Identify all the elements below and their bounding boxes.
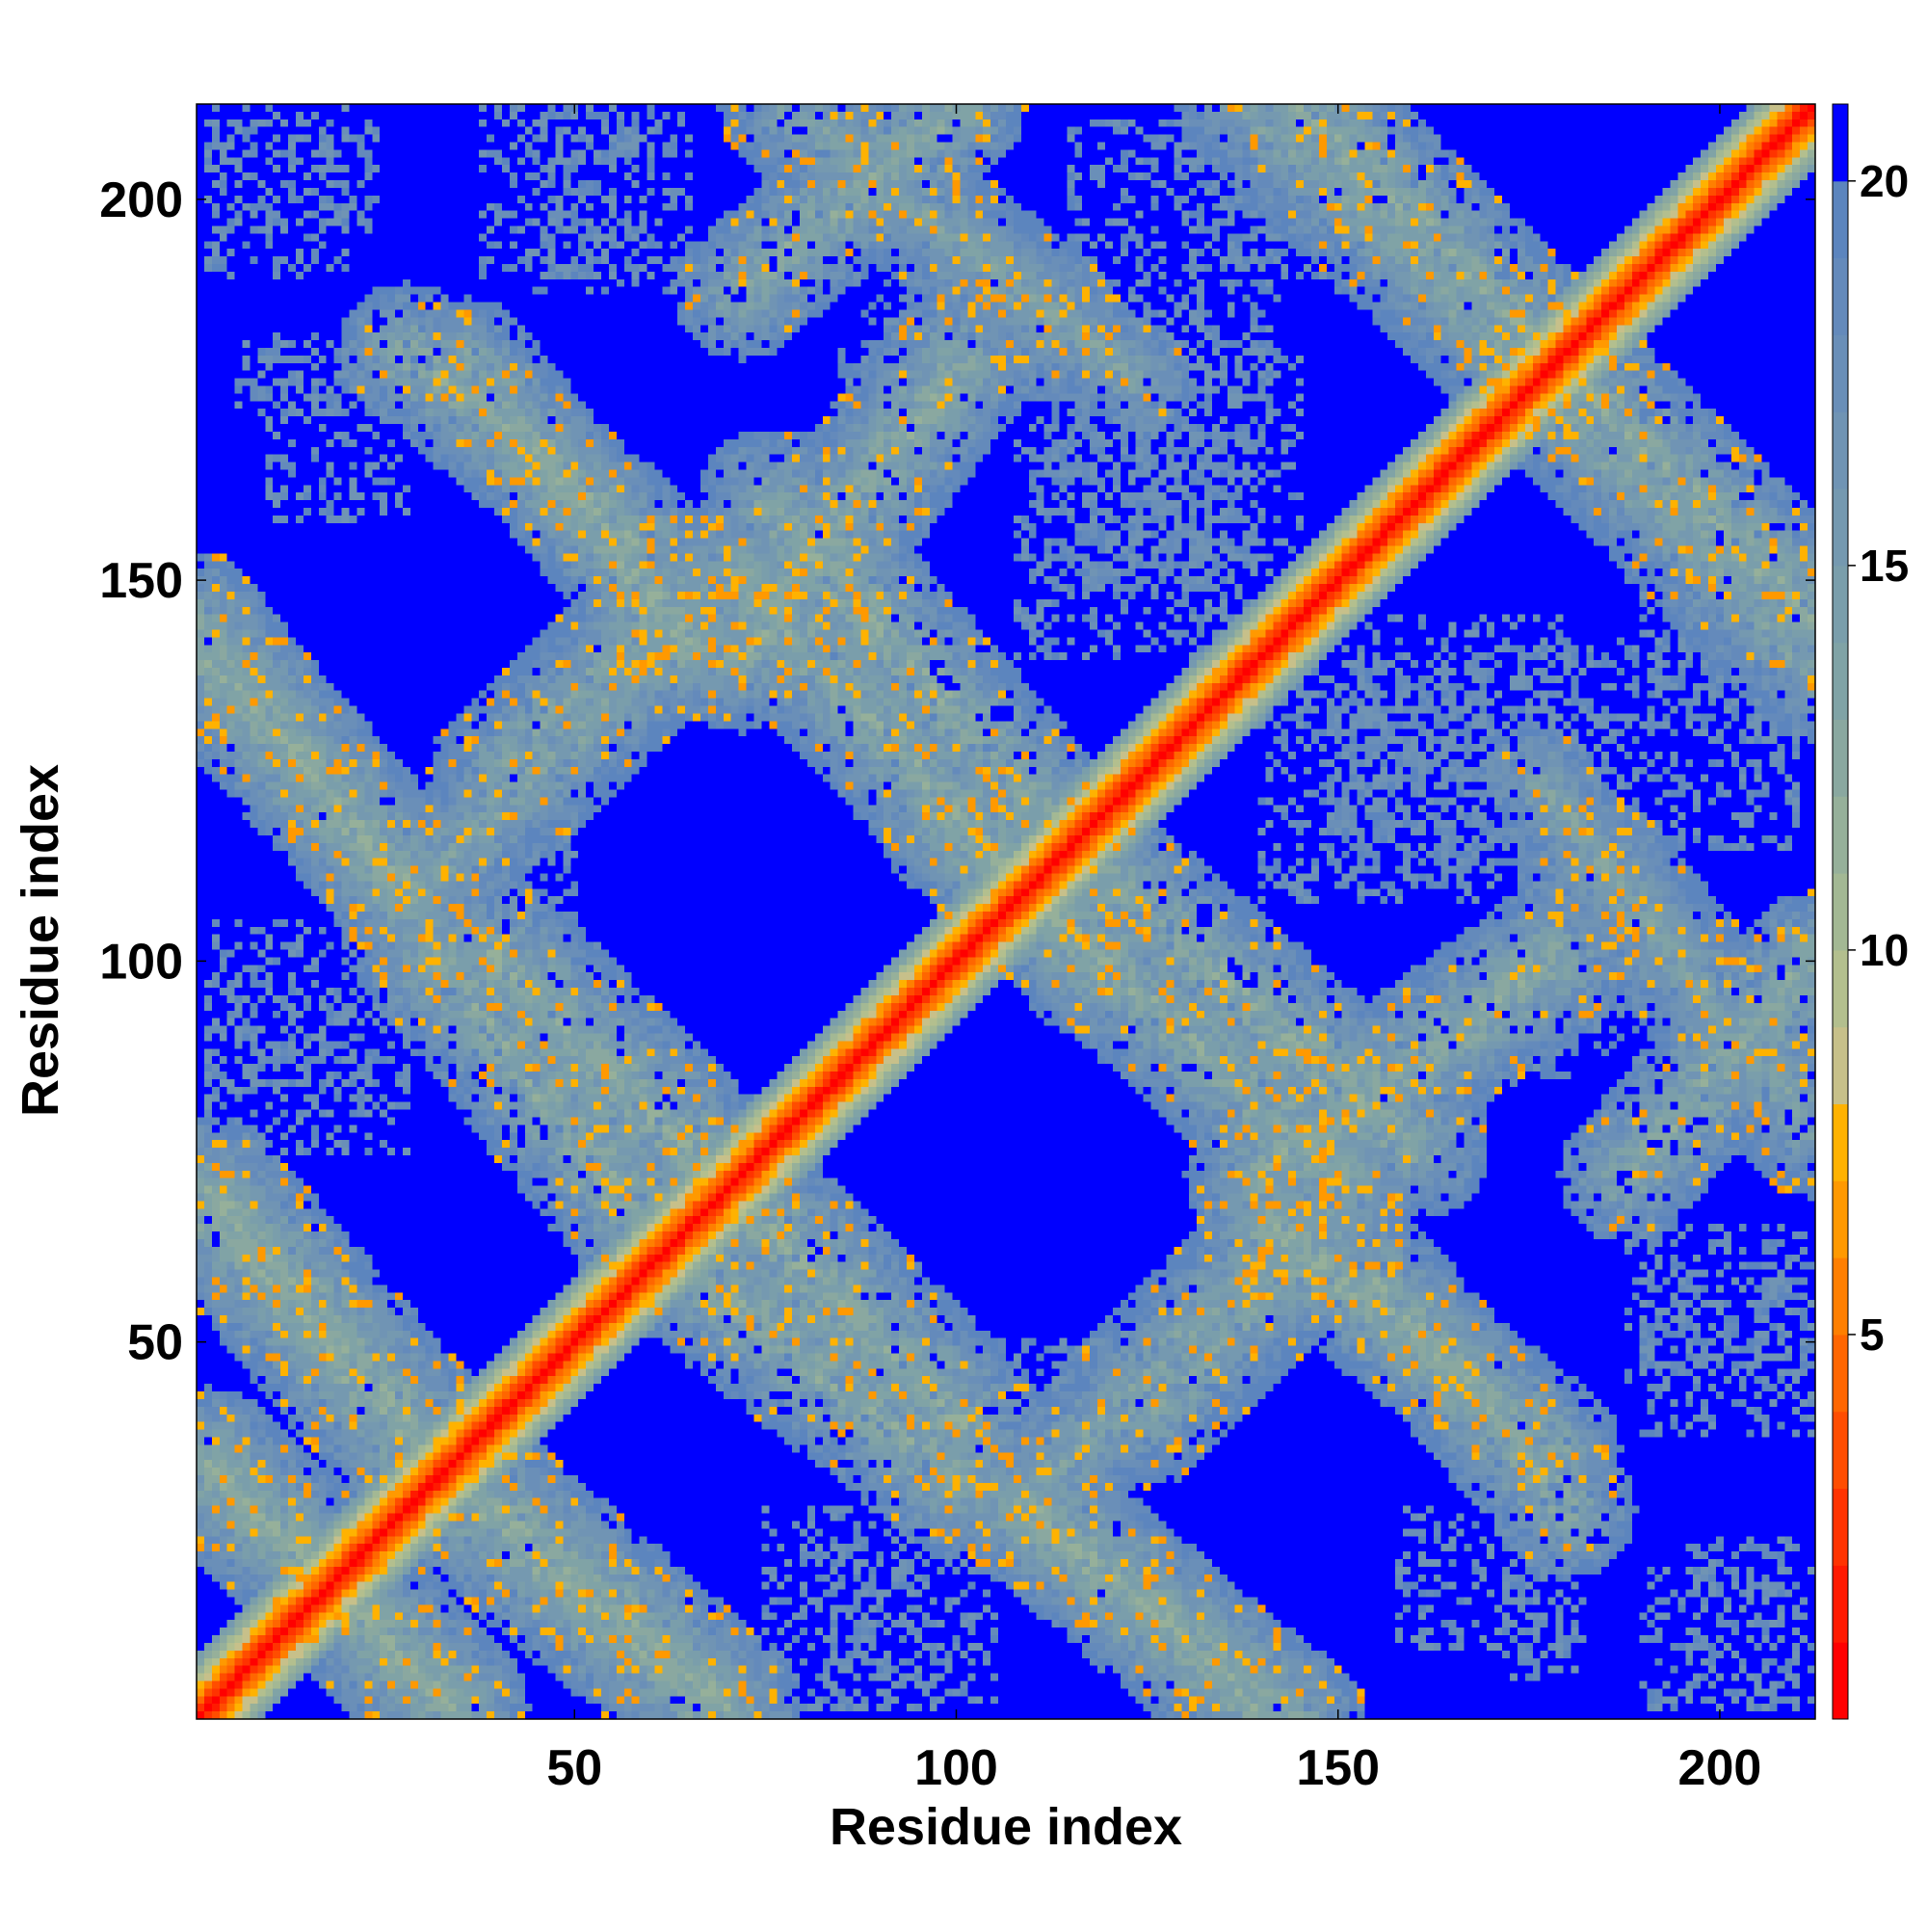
colorbar-segment	[1833, 489, 1848, 567]
y-tick-label: 150	[99, 553, 183, 609]
plot-frame	[196, 103, 1816, 1720]
colorbar-tick-label: 5	[1860, 1310, 1885, 1360]
colorbar-segment	[1833, 334, 1848, 412]
y-axis-ticks: 50 100 150 200	[99, 172, 1815, 1371]
colorbar-segment	[1833, 796, 1848, 874]
colorbar-segment	[1833, 719, 1848, 797]
colorbar-segment	[1833, 257, 1848, 335]
colorbar-segment	[1833, 180, 1848, 259]
colorbar-segment	[1833, 873, 1848, 951]
colorbar-tick-label: 20	[1860, 156, 1909, 206]
colorbar-tick-label: 15	[1860, 541, 1909, 591]
distance-heatmap	[197, 104, 1815, 1719]
y-tick-label: 50	[127, 1315, 183, 1371]
x-axis-ticks: 50 100 150 200	[546, 104, 1761, 1796]
colorbar-segment	[1833, 1026, 1848, 1105]
colorbar-segment	[1833, 104, 1848, 182]
colorbar-segment	[1833, 411, 1848, 490]
y-axis-label: Residue index	[12, 764, 69, 1117]
x-axis-label: Residue index	[830, 1798, 1182, 1856]
colorbar-frame	[1832, 103, 1849, 1720]
y-tick-label: 200	[99, 172, 183, 228]
colorbar-segment	[1833, 1180, 1848, 1258]
colorbar-segment	[1833, 1257, 1848, 1336]
colorbar-segment	[1833, 565, 1848, 644]
colorbar-segment	[1833, 642, 1848, 720]
colorbar-tick-label: 10	[1860, 925, 1909, 975]
colorbar-segment	[1833, 1565, 1848, 1643]
colorbar-segment	[1833, 949, 1848, 1028]
x-tick-label: 50	[546, 1740, 602, 1796]
colorbar-ticks: 5 10 15 20	[1848, 156, 1909, 1360]
colorbar-segment	[1833, 1334, 1848, 1413]
colorbar-segment	[1833, 1642, 1848, 1720]
x-tick-label: 200	[1678, 1740, 1762, 1796]
colorbar-segment	[1833, 1411, 1848, 1490]
colorbar-segment	[1833, 1103, 1848, 1181]
colorbar	[1832, 103, 1849, 1720]
x-tick-label: 100	[914, 1740, 998, 1796]
y-tick-label: 100	[99, 934, 183, 990]
colorbar-segment	[1833, 1488, 1848, 1566]
x-tick-label: 150	[1296, 1740, 1380, 1796]
